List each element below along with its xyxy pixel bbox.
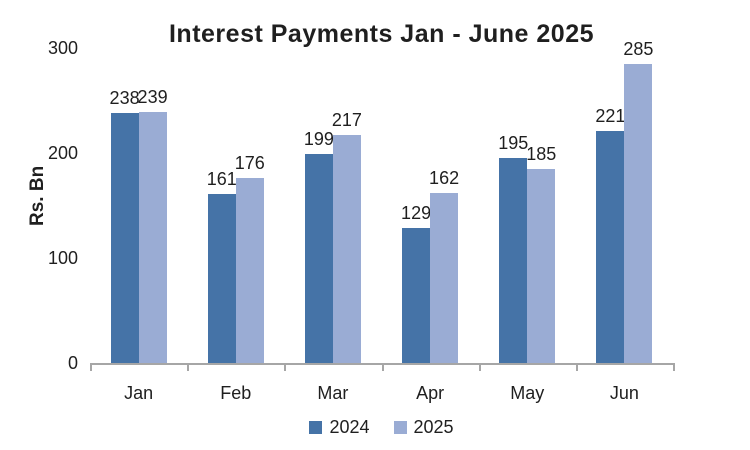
bar-value-label: 199	[303, 129, 334, 150]
x-category-label: May	[510, 383, 545, 403]
x-axis-line	[90, 363, 675, 365]
x-category-label: Jan	[124, 383, 154, 403]
chart-title: Interest Payments Jan - June 2025	[168, 20, 595, 48]
x-category-label: Mar	[317, 383, 349, 403]
legend-item-2024: 2024	[309, 417, 370, 438]
bar-value-label: 221	[595, 105, 626, 126]
bar-value-label: 162	[429, 167, 460, 188]
bar-2024-jan	[110, 113, 139, 363]
bar-value-label: 238	[109, 88, 140, 109]
y-tick-label: 100	[47, 248, 78, 268]
bar-2024-feb	[207, 193, 236, 363]
x-axis-tick	[284, 365, 287, 371]
legend-swatch-icon	[309, 421, 323, 434]
legend-swatch-icon	[393, 421, 407, 434]
y-tick-label: 0	[67, 353, 78, 373]
bar-2025-jan	[138, 112, 167, 363]
bar-2024-jun	[596, 130, 625, 363]
x-axis-tick	[673, 365, 675, 371]
bar-2024-may	[499, 158, 528, 363]
bar-value-label: 285	[623, 38, 654, 59]
bar-value-label: 195	[498, 133, 529, 154]
bar-2025-feb	[235, 178, 264, 363]
bar-value-label: 161	[206, 168, 237, 189]
x-category-label: Apr	[416, 383, 445, 403]
legend-label: 2024	[329, 417, 370, 437]
x-axis-tick	[381, 365, 384, 371]
bar-value-label: 176	[234, 153, 265, 174]
bar-2024-mar	[304, 154, 333, 363]
y-tick-label: 300	[47, 38, 78, 58]
x-category-label: Feb	[220, 383, 252, 403]
legend: 2024 2025	[90, 417, 673, 438]
legend-label: 2025	[413, 417, 454, 437]
x-category-label: Jun	[609, 383, 639, 403]
bar-value-label: 239	[137, 87, 168, 108]
x-axis-tick	[575, 365, 578, 371]
bar-2025-may	[527, 168, 556, 363]
bar-2025-apr	[430, 192, 459, 363]
legend-item-2025: 2025	[393, 417, 454, 438]
bar-2025-mar	[332, 135, 361, 363]
bar-value-label: 217	[331, 110, 362, 131]
bar-value-label: 185	[526, 143, 557, 164]
y-tick-label: 200	[47, 143, 78, 163]
bar-2024-apr	[402, 227, 431, 363]
x-axis-tick	[478, 365, 481, 371]
y-axis-title: Rs. Bn	[27, 165, 49, 226]
x-axis-tick	[90, 365, 92, 371]
x-axis-tick	[187, 365, 190, 371]
bar-2025-jun	[624, 63, 653, 363]
bar-value-label: 129	[401, 202, 432, 223]
